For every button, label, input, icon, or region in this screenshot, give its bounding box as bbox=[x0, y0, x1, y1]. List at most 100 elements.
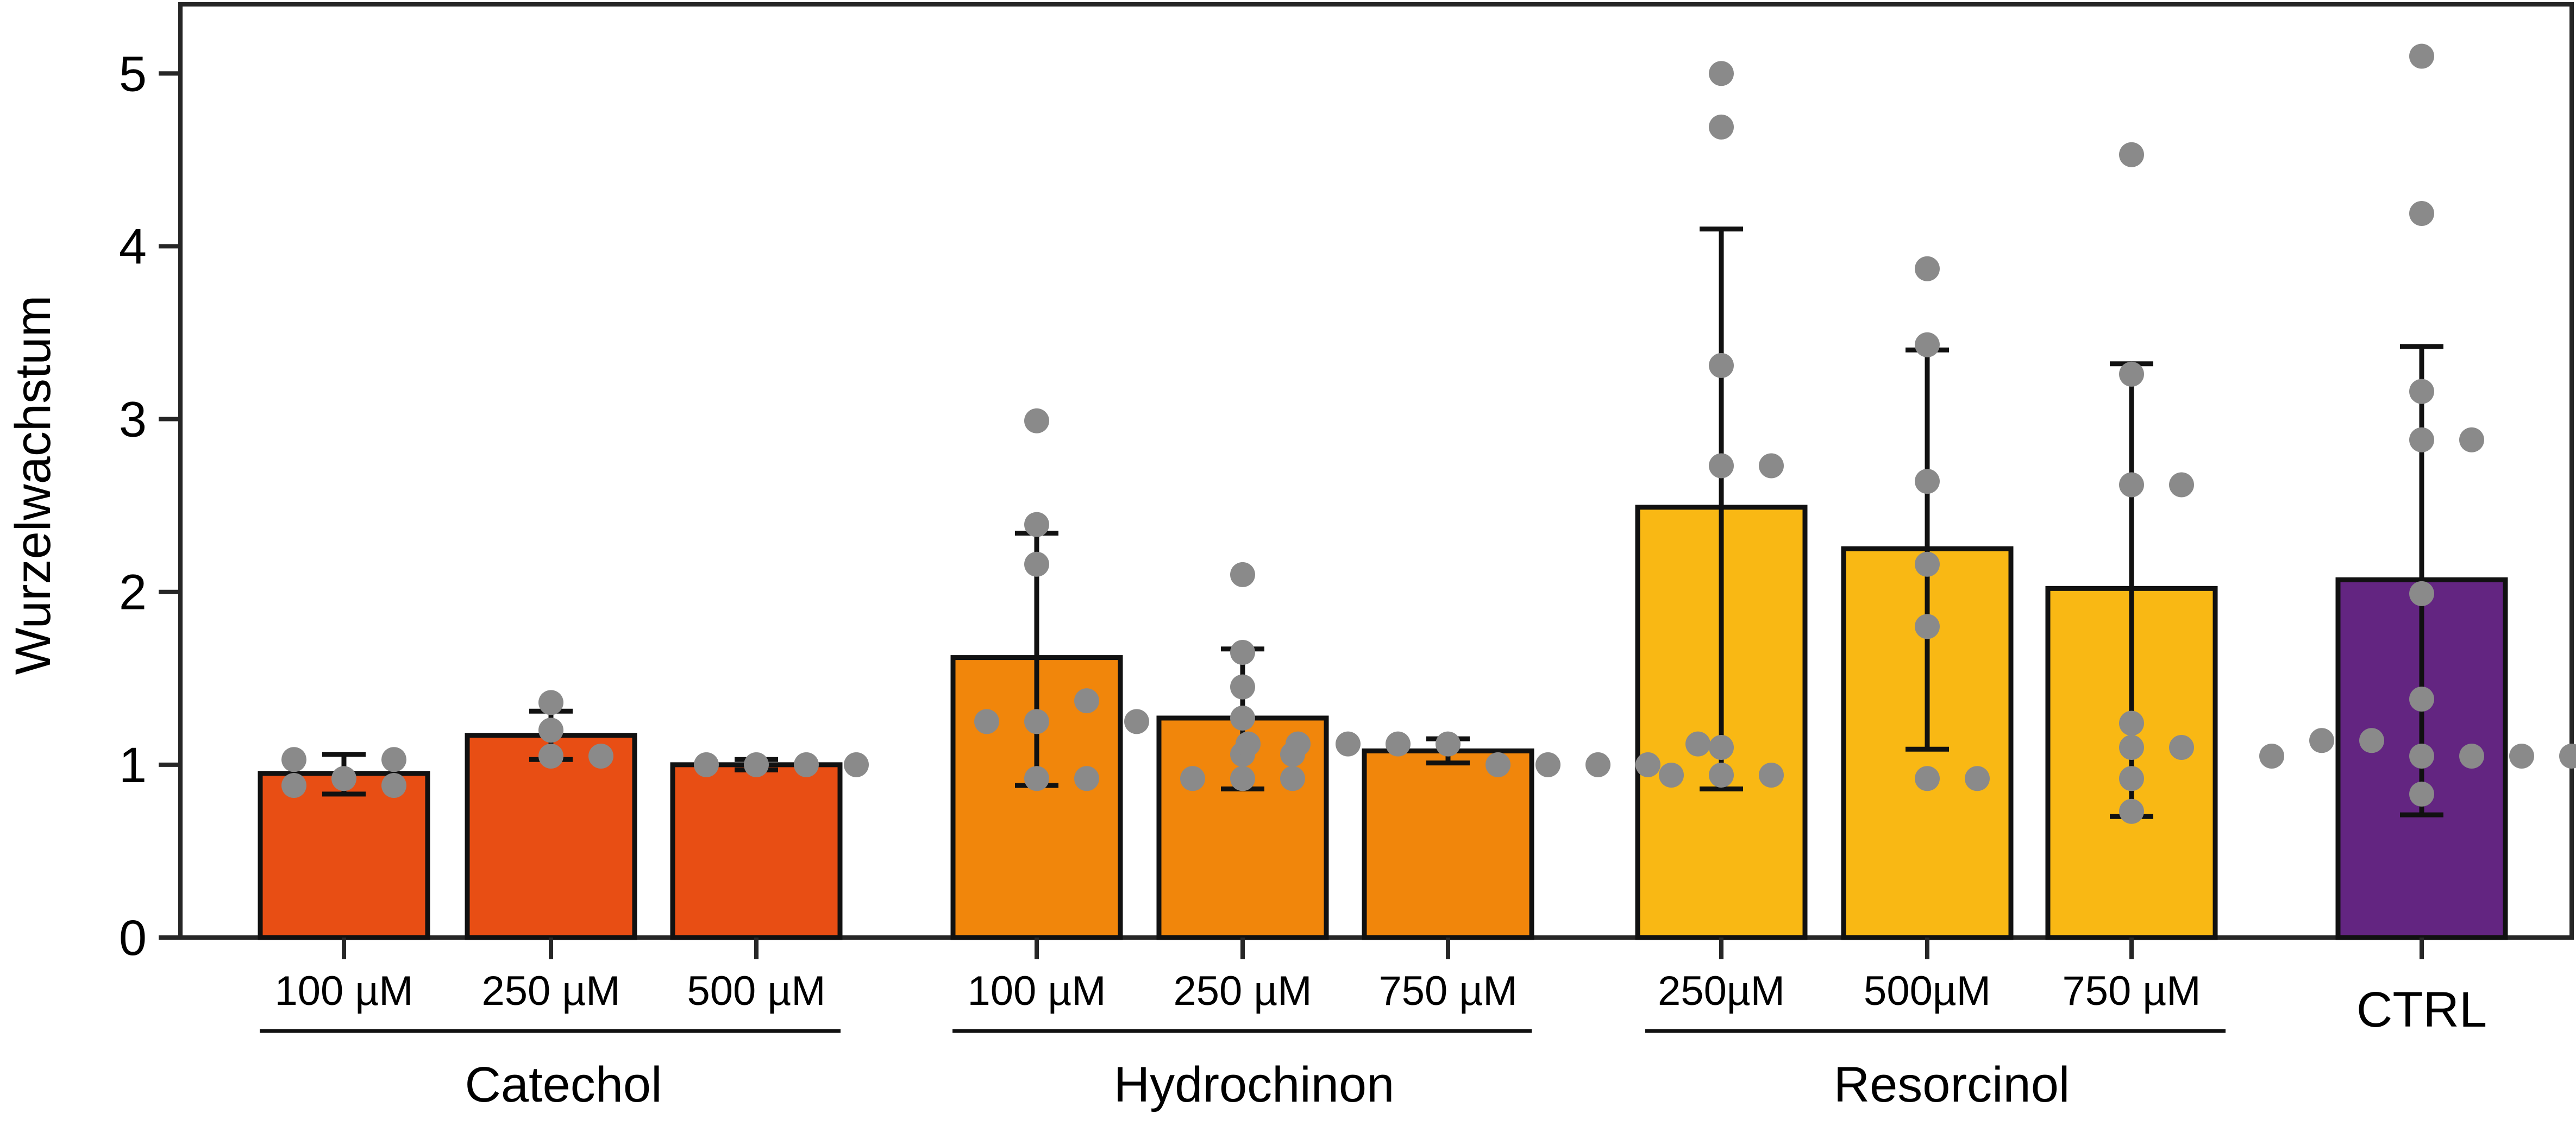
data-point bbox=[381, 773, 406, 798]
data-point bbox=[1024, 408, 1049, 433]
y-tick-label: 4 bbox=[119, 219, 147, 274]
data-point bbox=[1965, 766, 1990, 791]
data-point bbox=[2169, 735, 2194, 760]
category-label: CTRL bbox=[2356, 982, 2487, 1037]
data-point bbox=[2409, 581, 2434, 606]
data-point bbox=[2169, 472, 2194, 498]
category-label: 750 µM bbox=[2062, 968, 2201, 1014]
data-point bbox=[1709, 453, 1734, 479]
category-label: 250 µM bbox=[1173, 968, 1312, 1014]
data-point bbox=[2119, 735, 2144, 760]
data-point bbox=[281, 773, 306, 798]
data-point bbox=[1230, 640, 1255, 665]
data-point bbox=[1915, 469, 1940, 494]
group-label: Catechol bbox=[465, 1057, 662, 1112]
data-point bbox=[1386, 731, 1411, 757]
data-point bbox=[2409, 427, 2434, 452]
data-point bbox=[1915, 332, 1940, 357]
data-point bbox=[1709, 735, 1734, 760]
data-point bbox=[1230, 766, 1255, 791]
data-point bbox=[1709, 762, 1734, 788]
data-point bbox=[1685, 731, 1710, 757]
data-point bbox=[2119, 766, 2144, 791]
data-point bbox=[588, 743, 613, 769]
group-label: Hydrochinon bbox=[1114, 1057, 1395, 1112]
category-label: 100 µM bbox=[967, 968, 1106, 1014]
data-point bbox=[1709, 61, 1734, 86]
category-label: 500µM bbox=[1864, 968, 1991, 1014]
data-point bbox=[1915, 614, 1940, 639]
data-point bbox=[538, 718, 563, 743]
data-point bbox=[1074, 688, 1099, 714]
data-point bbox=[2409, 43, 2434, 69]
data-point bbox=[1759, 762, 1784, 788]
data-point bbox=[1535, 752, 1560, 777]
data-points-layer bbox=[281, 43, 2576, 824]
data-point bbox=[538, 690, 563, 715]
data-point bbox=[538, 743, 563, 769]
data-point bbox=[281, 747, 306, 772]
data-point bbox=[1436, 731, 1461, 757]
data-point bbox=[1915, 256, 1940, 281]
data-point bbox=[381, 747, 406, 772]
data-point bbox=[2409, 686, 2434, 712]
y-tick-label: 0 bbox=[119, 910, 147, 966]
data-point bbox=[1024, 709, 1049, 734]
data-point bbox=[1915, 551, 1940, 577]
data-point bbox=[1759, 453, 1784, 479]
data-point bbox=[1709, 114, 1734, 140]
bar-catechol-0 bbox=[258, 771, 430, 940]
data-point bbox=[2259, 743, 2284, 769]
data-point bbox=[694, 752, 719, 777]
data-point bbox=[1286, 731, 1311, 757]
data-point bbox=[2119, 361, 2144, 387]
data-point bbox=[1486, 752, 1510, 777]
data-point bbox=[1124, 709, 1149, 734]
category-label: 250 µM bbox=[481, 968, 620, 1014]
y-tick-label: 3 bbox=[119, 392, 147, 448]
data-point bbox=[1180, 766, 1205, 791]
y-tick-label: 1 bbox=[119, 738, 147, 793]
bar-hydrochinon-2 bbox=[1362, 748, 1534, 940]
data-point bbox=[1635, 752, 1660, 777]
data-point bbox=[331, 766, 356, 791]
data-point bbox=[2409, 200, 2434, 226]
category-label: 500 µM bbox=[687, 968, 825, 1014]
data-point bbox=[1024, 766, 1049, 791]
data-point bbox=[2409, 379, 2434, 404]
group-label: Resorcinol bbox=[1834, 1057, 2070, 1112]
data-point bbox=[1236, 731, 1261, 757]
data-point bbox=[2119, 472, 2144, 498]
data-point bbox=[794, 752, 819, 777]
category-label: 250µM bbox=[1658, 968, 1785, 1014]
data-point bbox=[1230, 674, 1255, 700]
data-point bbox=[844, 752, 869, 777]
data-point bbox=[2119, 142, 2144, 167]
data-point bbox=[974, 709, 999, 734]
x-axis: 100 µM 250 µM 500 µM Catechol 100 µM 250 µM 75… bbox=[260, 938, 2487, 1112]
data-point bbox=[2509, 743, 2534, 769]
data-point bbox=[1915, 766, 1940, 791]
data-point bbox=[2409, 743, 2434, 769]
data-point bbox=[1074, 766, 1099, 791]
y-tick-label: 5 bbox=[119, 46, 147, 102]
data-point bbox=[2559, 743, 2576, 769]
data-point bbox=[2359, 728, 2384, 753]
data-point bbox=[744, 752, 769, 777]
category-label: 100 µM bbox=[274, 968, 413, 1014]
data-point bbox=[1024, 512, 1049, 537]
category-label: 750 µM bbox=[1378, 968, 1517, 1014]
y-axis-label: Wurzelwachstum bbox=[5, 295, 61, 675]
y-axis: 0 1 2 3 4 5 bbox=[119, 46, 180, 966]
data-point bbox=[2119, 798, 2144, 824]
data-point bbox=[2119, 710, 2144, 736]
data-point bbox=[1024, 551, 1049, 577]
data-point bbox=[2409, 781, 2434, 807]
data-point bbox=[2309, 728, 2334, 753]
data-point bbox=[1230, 562, 1255, 587]
data-point bbox=[2459, 743, 2484, 769]
data-point bbox=[1709, 353, 1734, 378]
data-point bbox=[1659, 762, 1684, 788]
y-tick-label: 2 bbox=[119, 565, 147, 620]
